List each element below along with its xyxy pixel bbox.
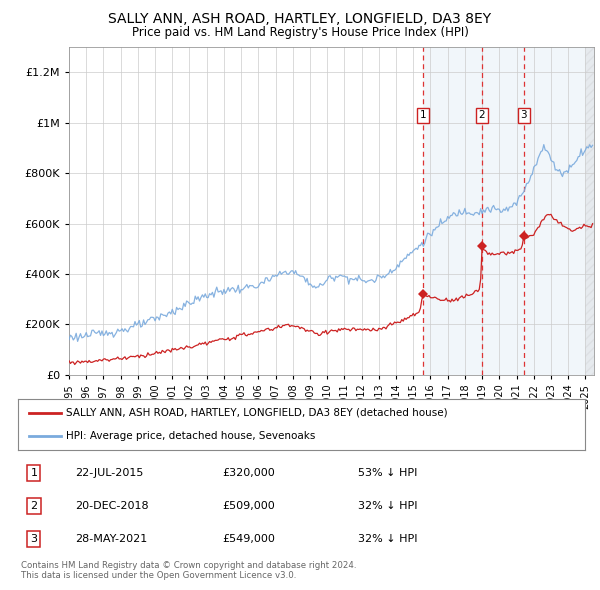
- Text: 32% ↓ HPI: 32% ↓ HPI: [358, 534, 418, 544]
- Text: 2: 2: [31, 501, 37, 511]
- Text: £549,000: £549,000: [222, 534, 275, 544]
- Text: 2: 2: [478, 110, 485, 120]
- Text: Contains HM Land Registry data © Crown copyright and database right 2024.: Contains HM Land Registry data © Crown c…: [21, 560, 356, 569]
- Text: £320,000: £320,000: [222, 468, 275, 478]
- Text: This data is licensed under the Open Government Licence v3.0.: This data is licensed under the Open Gov…: [21, 571, 296, 580]
- Text: 22-JUL-2015: 22-JUL-2015: [75, 468, 143, 478]
- Text: 20-DEC-2018: 20-DEC-2018: [75, 501, 148, 511]
- Bar: [586, 47, 600, 375]
- Bar: [423, 47, 600, 375]
- Text: 1: 1: [419, 110, 426, 120]
- Text: 3: 3: [520, 110, 527, 120]
- Text: 1: 1: [31, 468, 37, 478]
- Text: 53% ↓ HPI: 53% ↓ HPI: [358, 468, 418, 478]
- Text: 28-MAY-2021: 28-MAY-2021: [75, 534, 147, 544]
- Text: 3: 3: [31, 534, 37, 544]
- Text: 32% ↓ HPI: 32% ↓ HPI: [358, 501, 418, 511]
- Text: SALLY ANN, ASH ROAD, HARTLEY, LONGFIELD, DA3 8EY: SALLY ANN, ASH ROAD, HARTLEY, LONGFIELD,…: [109, 12, 491, 26]
- Text: £509,000: £509,000: [222, 501, 275, 511]
- Text: SALLY ANN, ASH ROAD, HARTLEY, LONGFIELD, DA3 8EY (detached house): SALLY ANN, ASH ROAD, HARTLEY, LONGFIELD,…: [66, 408, 448, 418]
- Text: HPI: Average price, detached house, Sevenoaks: HPI: Average price, detached house, Seve…: [66, 431, 316, 441]
- Text: Price paid vs. HM Land Registry's House Price Index (HPI): Price paid vs. HM Land Registry's House …: [131, 26, 469, 39]
